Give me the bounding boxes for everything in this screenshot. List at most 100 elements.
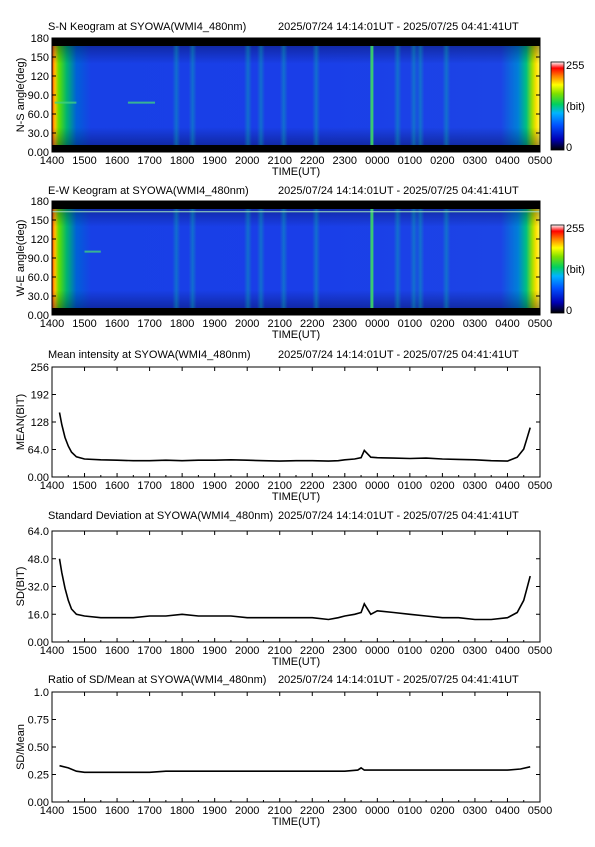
x-tick-label: 2200 xyxy=(300,480,324,492)
colorbar-max-label: 255 xyxy=(566,60,584,72)
y-tick-label: 180 xyxy=(31,196,49,208)
x-tick-label: 1400 xyxy=(40,645,64,657)
x-tick-label: 1500 xyxy=(72,318,96,330)
x-tick-label: 0500 xyxy=(528,480,552,492)
x-tick-label: 1800 xyxy=(170,805,194,817)
x-tick-label: 0400 xyxy=(495,480,519,492)
x-tick-label: 1800 xyxy=(170,318,194,330)
y-tick-label: 180 xyxy=(31,33,49,45)
panel-subtitle: 2025/07/24 14:14:01UT - 2025/07/25 04:41… xyxy=(278,349,519,361)
panel-1: S-N Keogram at SYOWA(WMI4_480nm) 2025/07/… xyxy=(15,21,585,178)
panel-3: Mean intensity at SYOWA(WMI4_480nm) 2025/… xyxy=(15,349,552,503)
y-tick-label: 64.0 xyxy=(28,526,49,538)
x-tick-label: 2100 xyxy=(267,318,291,330)
x-tick-label: 1400 xyxy=(40,155,64,167)
panel-4: Standard Deviation at SYOWA(WMI4_480nm) 2… xyxy=(15,510,552,668)
x-tick-label: 0000 xyxy=(365,318,389,330)
x-tick-label: 1600 xyxy=(105,645,129,657)
x-tick-label: 2300 xyxy=(333,645,357,657)
x-tick-label: 1900 xyxy=(202,318,226,330)
x-tick-label: 0500 xyxy=(528,155,552,167)
keogram-band xyxy=(416,46,425,145)
y-tick-label: 0.75 xyxy=(28,715,49,727)
x-tick-label: 0400 xyxy=(495,645,519,657)
y-axis-label: W-E angle(deg) xyxy=(15,220,27,297)
y-tick-label: 60.0 xyxy=(28,109,49,121)
x-tick-label: 2300 xyxy=(333,805,357,817)
panel-subtitle: 2025/07/24 14:14:01UT - 2025/07/25 04:41… xyxy=(278,185,519,197)
x-tick-label: 0200 xyxy=(430,805,454,817)
keogram-band xyxy=(188,209,197,308)
x-tick-label: 1800 xyxy=(170,645,194,657)
x-tick-label: 0200 xyxy=(430,480,454,492)
x-axis-label: TIME(UT) xyxy=(272,656,320,668)
colorbar-unit-label: (bit) xyxy=(566,264,585,276)
y-tick-label: 64.0 xyxy=(28,445,49,457)
y-tick-label: 0.00 xyxy=(28,797,49,809)
x-tick-label: 2100 xyxy=(267,155,291,167)
y-tick-label: 1.0 xyxy=(34,687,49,699)
keogram-band xyxy=(409,209,418,308)
data-line xyxy=(58,558,531,621)
x-tick-label: 0400 xyxy=(495,805,519,817)
x-tick-label: 2200 xyxy=(300,318,324,330)
y-tick-label: 60.0 xyxy=(28,272,49,284)
x-axis-label: TIME(UT) xyxy=(272,491,320,503)
x-tick-label: 0200 xyxy=(430,318,454,330)
y-axis-label: SD(BIT) xyxy=(15,567,27,607)
keogram-band xyxy=(172,209,181,308)
panel-subtitle: 2025/07/24 14:14:01UT - 2025/07/25 04:41… xyxy=(278,510,519,522)
keogram-band xyxy=(416,209,425,308)
y-tick-label: 120 xyxy=(31,71,49,83)
x-tick-label: 1700 xyxy=(137,645,161,657)
keogram-shading xyxy=(52,46,540,145)
y-tick-label: 0.00 xyxy=(28,147,49,159)
keogram-band xyxy=(442,46,451,145)
x-tick-label: 1500 xyxy=(72,805,96,817)
x-tick-label: 0300 xyxy=(463,645,487,657)
keogram-bright-streak xyxy=(370,209,374,308)
keogram-band xyxy=(243,209,252,308)
y-tick-label: 0.00 xyxy=(28,472,49,484)
x-tick-label: 2200 xyxy=(300,645,324,657)
x-tick-label: 1900 xyxy=(202,645,226,657)
y-tick-label: 48.0 xyxy=(28,554,49,566)
x-tick-label: 2000 xyxy=(235,480,259,492)
x-tick-label: 0300 xyxy=(463,480,487,492)
x-tick-label: 0100 xyxy=(398,480,422,492)
y-tick-label: 0.50 xyxy=(28,742,49,754)
colorbar xyxy=(550,224,565,314)
x-tick-label: 2300 xyxy=(333,318,357,330)
y-axis-label: N-S angle(deg) xyxy=(15,58,27,133)
keogram-band xyxy=(256,209,265,308)
colorbar-max-label: 255 xyxy=(566,223,584,235)
panel-subtitle: 2025/07/24 14:14:01UT - 2025/07/25 04:41… xyxy=(278,674,519,686)
colorbar-unit-label: (bit) xyxy=(566,101,585,113)
y-axis-label: MEAN(BIT) xyxy=(15,394,27,450)
x-tick-label: 2300 xyxy=(333,480,357,492)
x-tick-label: 0500 xyxy=(528,318,552,330)
x-tick-label: 0100 xyxy=(398,155,422,167)
panel-title: Mean intensity at SYOWA(WMI4_480nm) xyxy=(48,349,251,361)
keogram-top-margin xyxy=(52,38,540,46)
x-tick-label: 1900 xyxy=(202,155,226,167)
x-tick-label: 2100 xyxy=(267,645,291,657)
y-tick-label: 0.00 xyxy=(28,310,49,322)
x-tick-label: 1500 xyxy=(72,480,96,492)
panel-subtitle: 2025/07/24 14:14:01UT - 2025/07/25 04:41… xyxy=(278,21,519,33)
x-tick-label: 1900 xyxy=(202,805,226,817)
x-tick-label: 2000 xyxy=(235,318,259,330)
x-tick-label: 2300 xyxy=(333,155,357,167)
x-tick-label: 2100 xyxy=(267,805,291,817)
y-tick-label: 256 xyxy=(31,362,49,374)
keogram-band xyxy=(279,46,288,145)
plot-frame xyxy=(51,691,541,803)
x-tick-label: 1700 xyxy=(137,318,161,330)
panel-title: Standard Deviation at SYOWA(WMI4_480nm) xyxy=(48,510,273,522)
y-tick-label: 30.0 xyxy=(28,291,49,303)
x-tick-label: 0000 xyxy=(365,805,389,817)
y-tick-label: 0.25 xyxy=(28,770,49,782)
keogram-band xyxy=(312,46,321,145)
y-tick-label: 0.00 xyxy=(28,637,49,649)
